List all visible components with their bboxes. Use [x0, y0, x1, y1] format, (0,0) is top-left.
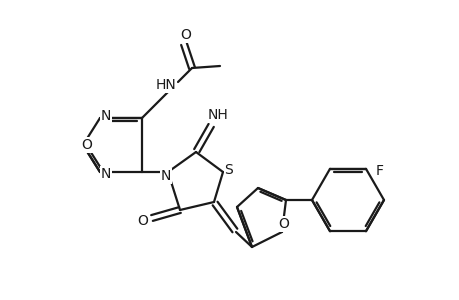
Text: O: O: [180, 28, 191, 42]
Text: S: S: [224, 163, 233, 177]
Text: HN: HN: [155, 78, 176, 92]
Text: N: N: [101, 167, 111, 181]
Text: N: N: [161, 169, 171, 183]
Text: O: O: [81, 138, 92, 152]
Text: O: O: [137, 214, 148, 228]
Text: F: F: [375, 164, 383, 178]
Text: NH: NH: [207, 108, 228, 122]
Text: O: O: [278, 217, 289, 231]
Text: N: N: [101, 109, 111, 123]
